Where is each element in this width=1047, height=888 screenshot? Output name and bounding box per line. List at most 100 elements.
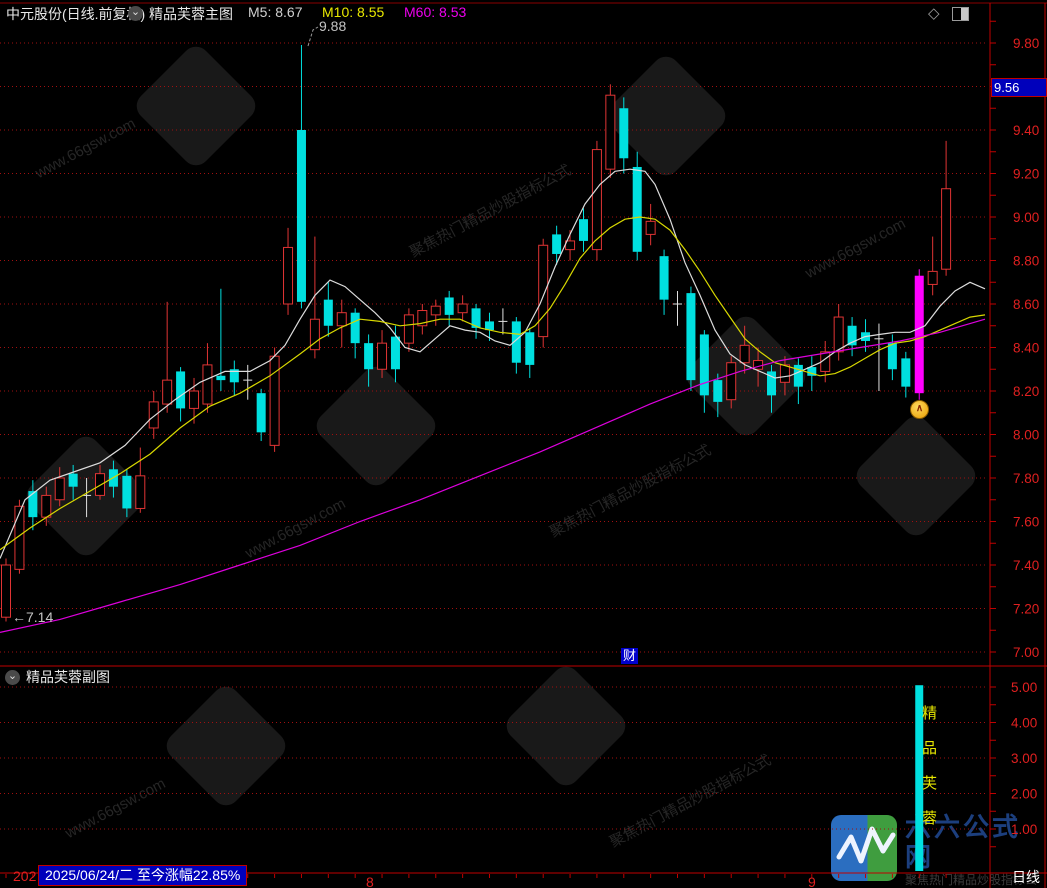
site-logo-icon [831,815,897,881]
candle-down [578,219,588,241]
candle-down [793,364,803,387]
candle-up [377,342,388,370]
candle-down [807,367,817,376]
buy-signal-arrow-icon: ∧ [910,400,929,419]
subchart-bar-label-char: 蓉 [922,810,938,827]
candle-up [538,244,549,338]
last-price-badge: 9.56 [991,78,1047,97]
price-axis-label: 9.40 [1013,123,1039,138]
split-window-icon[interactable] [952,7,969,21]
ma10-value: M10: 8.55 [322,4,385,20]
candle-down [176,371,186,409]
x-axis-month-label: 8 [366,874,374,888]
candle-up [833,316,844,353]
subchart-signal-bar [915,685,924,871]
candle-down [484,321,494,331]
high-annotation-pointer [307,26,319,47]
subchart-axis-label: 1.00 [1011,822,1037,837]
candle-down [632,166,642,252]
candle-up [309,318,320,351]
price-axis-label: 8.60 [1013,297,1039,312]
price-axis-label: 7.80 [1013,471,1039,486]
candle-up [14,505,25,570]
candle-up [457,303,468,314]
ma5-line [0,168,986,559]
candle-up [927,270,938,285]
candle-up [403,314,414,344]
price-axis-label: 7.20 [1013,602,1039,617]
candle-down [619,108,629,159]
candle-down [847,325,857,346]
x-axis-year-label: 202 [13,868,37,884]
candle-up [417,310,428,327]
candle-down [323,299,333,326]
subchart-axis-label: 2.00 [1011,787,1037,802]
candle-down [511,321,521,363]
candle-down [901,358,911,387]
price-axis-label: 9.00 [1013,210,1039,225]
candle-up [162,379,173,405]
candle-up [54,477,65,501]
subchart-bar-label-char: 芙 [922,775,938,792]
candle-signal [914,275,924,394]
price-axis-label: 9.80 [1013,36,1039,51]
candle-down [444,297,454,315]
subchart-title[interactable]: 精品芙蓉副图 [26,669,110,685]
subchart-axis-label: 5.00 [1011,680,1037,695]
selected-date-badge: 2025/06/24/二 至今涨幅22.85% [38,865,248,886]
ma10-line [0,216,986,551]
ma60-line [0,318,986,633]
candle-down [229,369,239,383]
candle-up [135,475,146,509]
candle-down [296,130,306,302]
candle-up [41,494,52,518]
price-axis-label: 7.00 [1013,645,1039,660]
candle-down [686,293,696,381]
candle-up [283,246,294,305]
price-axis-label: 8.80 [1013,254,1039,269]
candle-down [699,334,709,396]
candle-up [430,305,441,316]
candle-up [336,312,347,327]
candle-down [887,343,897,370]
indicator-collapse-icon[interactable]: ⌄ [128,6,143,21]
site-logo-title: 六六公式网 [905,812,1022,872]
candle-up [779,364,790,383]
ma5-value: M5: 8.67 [248,4,303,20]
candle-down [659,256,669,300]
candle-down [767,371,777,396]
x-axis-month-label: 9 [808,874,816,888]
subchart-bar-label-char: 精 [922,705,938,722]
stock-title: 中元股份(日线.前复权) [6,6,146,22]
price-axis-label: 7.60 [1013,515,1039,530]
subchart-axis-label: 4.00 [1011,716,1037,731]
candle-down [122,475,132,509]
candle-down [28,491,38,518]
candle-up [202,364,213,405]
candle-up [941,188,952,270]
candle-down [471,308,481,328]
period-indicator: 日线 [1012,869,1040,885]
candle-up [95,473,106,496]
period-high-annotation: 9.88 [319,18,347,34]
candle-down [256,393,266,433]
candle-down [713,380,723,402]
price-axis-label: 8.20 [1013,384,1039,399]
period-low-annotation: ←7.14 [12,609,54,625]
site-logo-tagline: 聚焦热门精品炒股指标公式 [905,873,1038,887]
diamond-tool-icon[interactable]: ◇ [928,5,940,22]
subchart-collapse-icon[interactable]: ⌄ [5,669,20,685]
ma60-value: M60: 8.53 [404,4,467,20]
candle-up [645,220,656,235]
site-logo: 六六公式网 聚焦热门精品炒股指标公式 www.66gsw.com [831,812,1047,888]
candle-up [739,344,750,364]
candle-up [1,564,11,618]
subchart-bar-label-char: 品 [922,740,938,757]
candle-down [390,336,400,370]
candle-up [591,149,602,251]
subchart-axis-label: 3.00 [1011,751,1037,766]
candle-down [525,332,535,365]
main-indicator-label[interactable]: 精品芙蓉主图 [149,6,233,22]
